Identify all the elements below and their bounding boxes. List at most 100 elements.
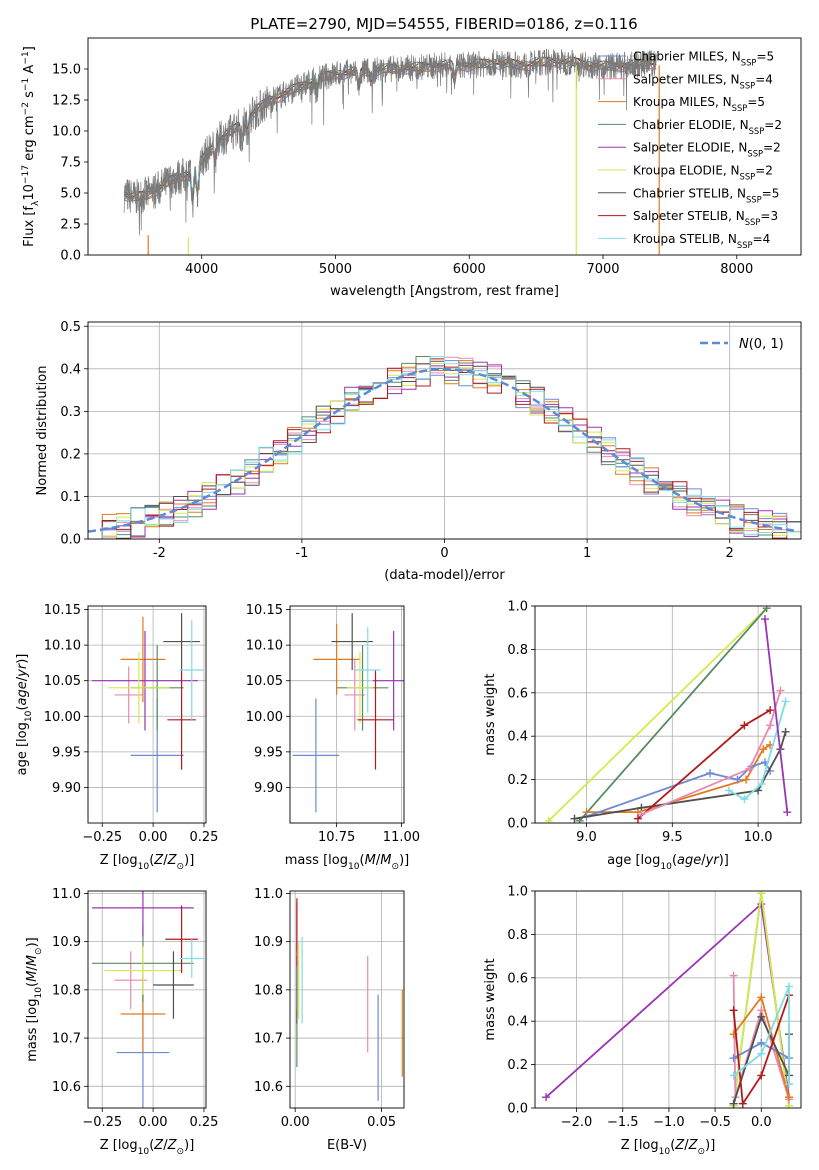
- residuals-ytick-label: 0.3: [60, 405, 81, 420]
- mass_weight_vs_Z-panel: −2.0 −1.5 −1.0 −0.5 0.0 0.0 0.2 0.4 0.6 0.8 1.0 Z […: [483, 885, 802, 1157]
- age_vs_Z-point: [163, 613, 200, 671]
- mass_weight_vs_Z-marker: [757, 1049, 766, 1058]
- mass_vs_ebv-axes: 0.00 0.05 10.6 10.7 10.8 10.9 11.0: [254, 887, 405, 1130]
- spectrum-legend: Chabrier MILES, NSSP=5 Salpeter MILES, NS…: [598, 50, 782, 250]
- mass_weight_vs_Z-xlabel: Z [log10(Z/Z⊙)]: [621, 1138, 716, 1157]
- residuals-panel: -2 -1 0 1 2 0.0 0.1 0.2 0.3 0.4 0.5 (data-model)/er…: [35, 320, 802, 583]
- mass_vs_Z-frame: [87, 890, 207, 1109]
- mass_weight_vs_age-ytick-label: 0.4: [507, 730, 528, 745]
- spectrum-ytick-label: 0.0: [60, 249, 81, 264]
- mass_weight_vs_Z-ylabel: mass weight: [483, 958, 498, 1040]
- spectrum-ylabel: Flux [fλ10−17 erg cm−2 s−1 A−1]: [21, 46, 41, 247]
- mass_vs_Z-xtick-label: 0.00: [139, 1115, 168, 1130]
- residuals-ytick-label: 0.0: [60, 533, 81, 548]
- mass_weight_vs_Z-data: [542, 891, 793, 1108]
- age_vs_mass-xlabel: mass [log10(M/M⊙)]: [285, 853, 409, 872]
- mass_weight_vs_age-marker: [570, 814, 579, 823]
- mass_vs_Z-ytick-label: 10.8: [52, 983, 81, 998]
- age_vs_Z-ytick-label: 10.10: [44, 639, 81, 654]
- mass_weight_vs_Z-marker: [729, 1099, 738, 1108]
- spectrum-ytick-label: 12.5: [52, 94, 81, 109]
- age_vs_mass-point: [347, 652, 373, 724]
- mass_weight_vs_age-series: [574, 731, 787, 820]
- residuals-ytick-label: 0.1: [60, 490, 81, 505]
- mass_vs_Z-xtick-label: 0.25: [189, 1115, 218, 1130]
- mass_weight_vs_age-series: [548, 607, 768, 822]
- age_vs_Z-panel: −0.25 0.00 0.25 9.90 9.95 10.00 10.05 10.10 10.1…: [15, 603, 218, 872]
- age_vs_Z-xtick-label: 0.00: [139, 830, 168, 845]
- age_vs_Z-ytick-label: 10.05: [44, 674, 81, 689]
- age_vs_Z-grid: [88, 606, 206, 823]
- age_vs_mass-ytick-label: 10.10: [246, 639, 283, 654]
- histogram-kroupa_stelib: [88, 356, 801, 539]
- mass_weight_vs_age-marker: [766, 721, 775, 730]
- mass_weight_vs_Z-ytick-label: 0.4: [507, 1015, 528, 1030]
- mass_weight_vs_Z-marker: [757, 900, 766, 909]
- mass_weight_vs_Z-marker: [784, 982, 793, 991]
- mass_weight_vs_age-marker: [781, 727, 790, 736]
- mass_vs_ebv-xtick-label: 0.05: [367, 1115, 396, 1130]
- mass_weight_vs_age-marker: [783, 808, 792, 817]
- residuals-xtick-label: -2: [153, 546, 166, 561]
- mass_vs_ebv-ytick-label: 10.8: [254, 983, 283, 998]
- legend-entry: Chabrier STELIB, NSSP=5: [633, 186, 779, 204]
- mass_weight_vs_age-marker: [781, 697, 790, 706]
- mass_weight_vs_Z-xtick-label: 0.0: [751, 1115, 772, 1130]
- mass_weight_vs_age-marker: [740, 795, 749, 804]
- mass_weight_vs_Z-ytick-label: 0.6: [507, 971, 528, 986]
- mass_weight_vs_age-series: [586, 761, 771, 818]
- mass_vs_Z-ytick-label: 10.6: [52, 1080, 81, 1095]
- age_vs_mass-point: [331, 613, 373, 671]
- mass_weight_vs_Z-marker: [542, 1093, 551, 1102]
- mass_weight_vs_age-series: [578, 607, 768, 822]
- mass_weight_vs_Z-xtick-label: −1.5: [607, 1115, 639, 1130]
- mass_weight_vs_Z-ytick-label: 0.2: [507, 1058, 528, 1073]
- mass_weight_vs_Z-marker: [757, 993, 766, 1002]
- mass_vs_ebv-grid: [290, 891, 404, 1108]
- mass_weight_vs_Z-xtick-label: −0.5: [699, 1115, 731, 1130]
- mass_weight_vs_Z-marker: [757, 1038, 766, 1047]
- residuals-xtick-label: 1: [583, 546, 591, 561]
- spectrum-ytick-label: 2.5: [60, 218, 81, 233]
- age_vs_mass-data: [292, 613, 404, 813]
- mass_vs_Z-xlabel: Z [log10(Z/Z⊙)]: [100, 1138, 195, 1157]
- mass_weight_vs_age-marker: [706, 769, 715, 778]
- legend-entry: Kroupa ELODIE, NSSP=2: [633, 164, 773, 182]
- mass_vs_Z-point: [104, 946, 182, 995]
- residuals-xtick-label: 2: [726, 546, 734, 561]
- mass_weight_vs_age-ytick-label: 0.2: [507, 773, 528, 788]
- age_vs_Z-frame: [87, 605, 207, 824]
- mass_weight_vs_Z-marker: [729, 971, 738, 980]
- mass_weight_vs_age-ytick-label: 0.8: [507, 643, 528, 658]
- residuals-ylabel: Normed distribution: [35, 366, 50, 496]
- mass_vs_Z-axes: −0.25 0.00 0.25 10.6 10.7 10.8 10.9 11.0 Z [log1…: [25, 887, 218, 1157]
- mass_weight_vs_Z-marker: [729, 1054, 738, 1063]
- mass_weight_vs_Z-series: [545, 902, 790, 1098]
- mass_weight_vs_age-panel: 9.0 9.5 10.0 0.0 0.2 0.4 0.6 0.8 1.0 age [log10(a…: [483, 600, 802, 872]
- age_vs_Z-data: [92, 613, 204, 813]
- mass_vs_ebv-data: [296, 898, 403, 1101]
- spectrum-xtick-label: 4000: [185, 262, 218, 277]
- mass_weight_vs_age-series: [728, 701, 787, 801]
- mass_vs_Z-grid: [88, 891, 206, 1108]
- age_vs_Z-point: [167, 670, 196, 770]
- age_vs_mass-point: [372, 630, 404, 731]
- mass_weight_vs_Z-marker: [784, 1093, 793, 1102]
- age_vs_Z-ytick-label: 9.95: [52, 745, 81, 760]
- residuals-frame: [87, 321, 802, 540]
- mass_vs_Z-data: [92, 891, 204, 1108]
- mass_vs_ebv-ytick-label: 10.9: [254, 935, 283, 950]
- mass_weight_vs_age-marker: [742, 775, 751, 784]
- spectrum-ytick-label: 10.0: [52, 125, 81, 140]
- mass_vs_ebv-panel: 0.00 0.05 10.6 10.7 10.8 10.9 11.0: [254, 887, 405, 1130]
- mass_vs_ebv-ytick-label: 10.7: [254, 1032, 283, 1047]
- spectrum-axes: 4000 5000 6000 7000 8000 0.0 2.5 5.0 7.5 10.0 12.5…: [21, 37, 802, 299]
- residuals-legend: N(0, 1): [700, 337, 784, 352]
- spectrum-xlabel: wavelength [Angstrom, rest frame]: [330, 284, 559, 299]
- mass_vs_Z-ytick-label: 11.0: [52, 887, 81, 902]
- mass_weight_vs_age-xlabel: age [log10(age/yr)]: [607, 853, 729, 872]
- mass_vs_Z-point: [114, 951, 147, 1010]
- mass_weight_vs_Z-marker: [738, 1099, 747, 1108]
- mass_weight_vs_age-series: [637, 709, 771, 820]
- mass_weight_vs_Z-xtick-label: −2.0: [561, 1115, 593, 1130]
